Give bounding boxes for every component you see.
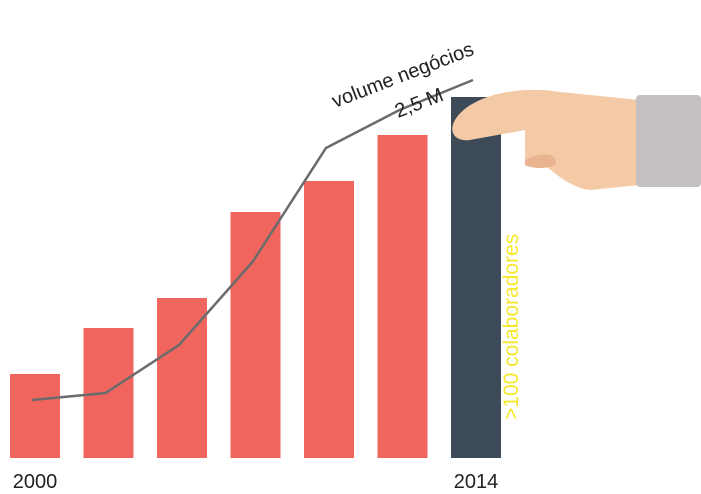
chart: 20002014 volume negócios2,5 M>100 colabo… [0,0,701,494]
annotation: >100 colaboradores [500,234,523,420]
bar [378,135,428,458]
bar [10,374,60,458]
annotation: 2,5 M [392,84,447,122]
x-tick-label: 2014 [454,471,499,493]
bar [304,181,354,458]
bar [451,97,501,458]
bar [231,212,281,458]
x-tick-label: 2000 [13,471,58,493]
bar [84,328,134,458]
